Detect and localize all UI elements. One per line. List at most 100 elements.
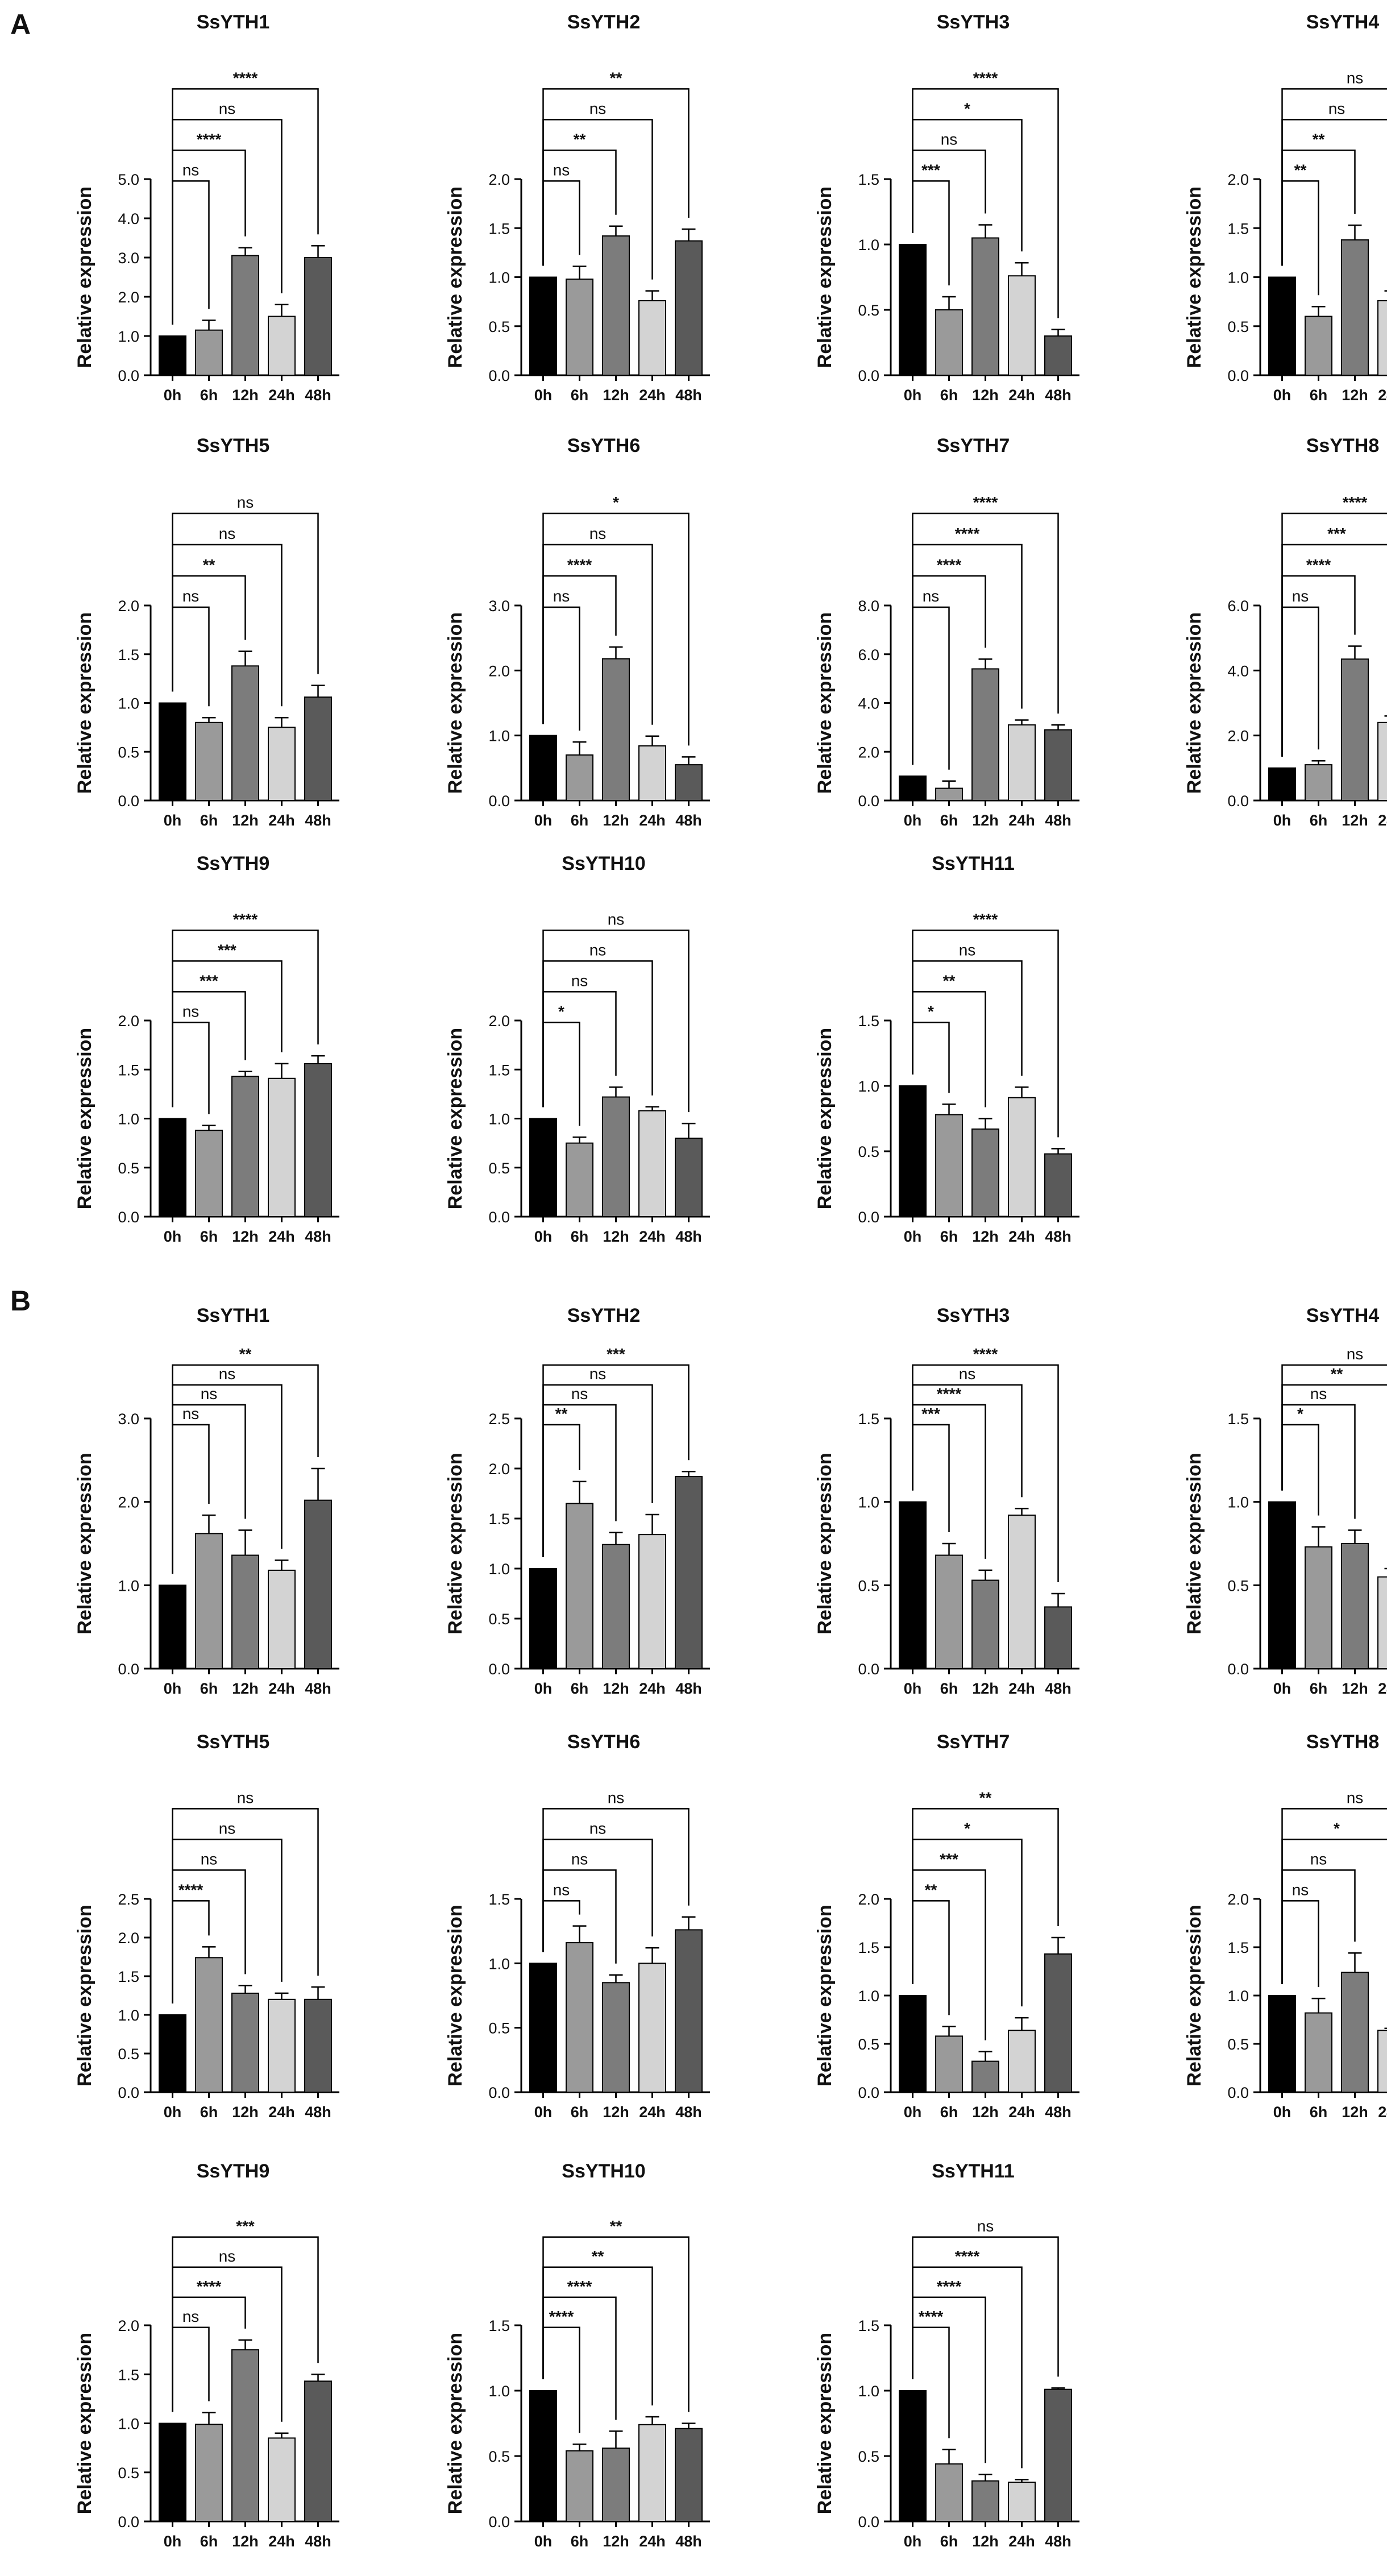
y-tick-label: 4.0 [858, 695, 879, 712]
x-tick-label: 24h [639, 1228, 666, 1245]
y-tick-label: 2.0 [1227, 728, 1249, 745]
significance-label: **** [1343, 493, 1368, 511]
bar-6h [935, 2463, 963, 2522]
significance-bracket [912, 1022, 950, 1093]
significance-bracket [912, 2236, 1059, 2379]
chart-B-SsYTH1: SsYTH1 Relative expression 0.0 1.0 2.0 3.0 0h 6… [74, 1305, 339, 1697]
significance-label: ns [182, 1405, 200, 1422]
y-axis-label: Relative expression [814, 186, 836, 368]
y-axis-label: Relative expression [445, 2333, 466, 2514]
bar-24h [638, 745, 666, 801]
y-tick-label: 0.5 [1227, 2036, 1249, 2053]
x-tick-label: 6h [940, 1228, 958, 1245]
y-tick-label: 2.0 [118, 289, 139, 306]
x-tick-label: 24h [639, 387, 666, 404]
x-tick-label: 12h [972, 2533, 999, 2550]
y-tick-label: 1.0 [1227, 1494, 1249, 1511]
significance-label: **** [567, 2278, 592, 2295]
chart-B-SsYTH9: SsYTH9 Relative expression 0.0 0.5 1.0 1.5 2.0… [74, 2160, 339, 2550]
y-tick-label: 2.0 [488, 662, 510, 679]
bar-6h [935, 2035, 963, 2093]
x-tick-label: 6h [200, 2533, 218, 2550]
chart-title: SsYTH7 [937, 435, 1010, 457]
x-tick-label: 0h [164, 2533, 182, 2550]
x-tick-label: 12h [232, 1228, 259, 1245]
y-tick-label: 0.5 [488, 1611, 510, 1628]
x-tick-label: 12h [232, 2104, 259, 2121]
significance-bracket [542, 88, 690, 266]
x-tick-label: 12h [603, 2533, 629, 2550]
significance-bracket [542, 1364, 690, 1557]
y-tick-label: 3.0 [488, 598, 510, 615]
x-tick-label: 24h [1378, 812, 1387, 829]
x-tick-label: 12h [603, 812, 629, 829]
significance-bracket [912, 1384, 1023, 1498]
significance-bracket [542, 2266, 653, 2405]
x-tick-label: 24h [268, 2104, 295, 2121]
bar-24h [268, 2437, 296, 2522]
significance-label: * [964, 1819, 970, 1837]
x-tick-label: 6h [1310, 387, 1328, 404]
bar-6h [195, 1533, 223, 1669]
significance-label: ** [610, 69, 622, 86]
bar-6h [935, 309, 963, 376]
chart-title: SsYTH1 [197, 1305, 270, 1326]
x-tick-label: 0h [1273, 2104, 1292, 2121]
significance-label: * [928, 1002, 934, 1020]
panel-letter-A: A [10, 9, 31, 40]
bar-6h [195, 329, 223, 376]
x-tick-label: 48h [305, 812, 331, 829]
bar-24h [1377, 300, 1387, 376]
bar-48h [675, 2428, 703, 2523]
significance-label: **** [973, 1345, 998, 1363]
significance-label: **** [973, 910, 998, 928]
y-tick-label: 1.5 [858, 171, 879, 188]
x-tick-label: 24h [1008, 2533, 1035, 2550]
bar-0h [159, 702, 186, 801]
significance-label: **** [233, 910, 258, 928]
bar-48h [675, 1138, 703, 1217]
chart-title: SsYTH9 [197, 2160, 270, 2182]
bar-24h [1377, 1576, 1387, 1670]
significance-bracket [912, 88, 1059, 318]
y-tick-label: 1.0 [118, 1111, 139, 1128]
x-tick-label: 24h [1378, 1680, 1387, 1697]
chart-title: SsYTH9 [197, 853, 270, 874]
y-axis-label: Relative expression [1183, 1453, 1205, 1634]
y-tick-label: 0.0 [858, 1209, 879, 1226]
significance-bracket [542, 2236, 690, 2412]
y-tick-label: 0.5 [488, 318, 510, 335]
bar-0h [529, 1118, 557, 1217]
y-tick-label: 0.0 [118, 2513, 139, 2531]
y-tick-label: 1.5 [858, 1411, 879, 1428]
bar-48h [1044, 335, 1072, 376]
y-tick-label: 2.0 [118, 2317, 139, 2334]
significance-label: ns [1347, 1789, 1364, 1806]
y-tick-label: 0.0 [858, 793, 879, 810]
x-tick-label: 12h [603, 1228, 629, 1245]
significance-label: *** [236, 2217, 255, 2235]
significance-label: **** [549, 2308, 574, 2325]
chart-B-SsYTH3: SsYTH3 Relative expression 0.0 0.5 1.0 1.5 0h 6… [814, 1305, 1079, 1697]
bar-12h [971, 668, 999, 801]
significance-bracket [542, 544, 653, 725]
bar-12h [231, 665, 259, 801]
chart-title: SsYTH6 [567, 1731, 641, 1753]
x-tick-label: 0h [534, 1680, 553, 1697]
y-tick-label: 2.0 [1227, 1891, 1249, 1908]
bar-0h [899, 1085, 927, 1217]
y-tick-label: 1.0 [858, 1078, 879, 1095]
significance-label: *** [607, 1345, 625, 1363]
chart-A-SsYTH2: SsYTH2 Relative expression 0.0 0.5 1.0 1.5 2.0… [445, 11, 710, 404]
chart-A-SsYTH7: SsYTH7 Relative expression 0.0 2.0 4.0 6.0 8.0… [814, 435, 1079, 829]
significance-label: ns [237, 1789, 254, 1806]
significance-label: ns [219, 1365, 236, 1383]
bar-24h [268, 1077, 296, 1218]
significance-bracket [172, 960, 283, 1107]
x-tick-label: 48h [1045, 2533, 1072, 2550]
significance-label: * [1297, 1405, 1303, 1422]
chart-A-SsYTH1: SsYTH1 Relative expression 0.0 1.0 2.0 3.0 4.0… [74, 11, 339, 404]
significance-label: *** [940, 1850, 958, 1868]
y-axis-label: Relative expression [74, 186, 95, 368]
y-tick-label: 1.5 [1227, 1411, 1249, 1428]
